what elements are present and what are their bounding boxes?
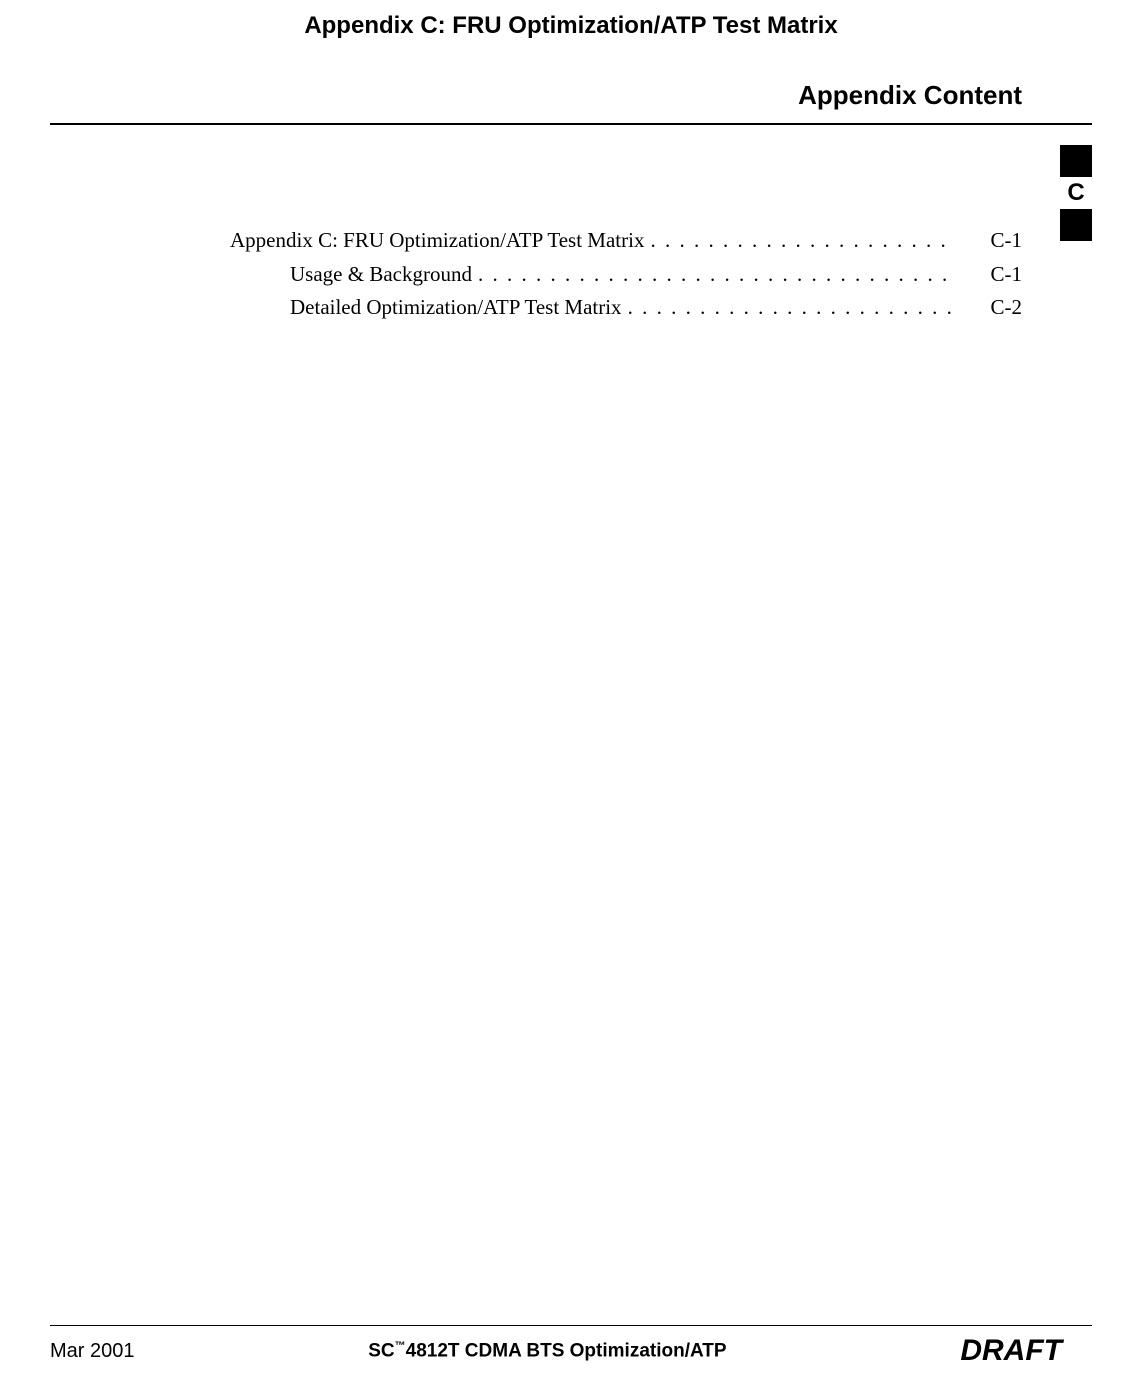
table-of-contents: Appendix C: FRU Optimization/ATP Test Ma… <box>230 225 1022 324</box>
toc-entry: Detailed Optimization/ATP Test Matrix C-… <box>230 292 1022 324</box>
toc-leader <box>472 259 951 291</box>
trademark-symbol: ™ <box>395 1340 406 1352</box>
toc-entry-label: Detailed Optimization/ATP Test Matrix <box>290 292 622 324</box>
draft-watermark: DRAFT <box>960 1334 1092 1368</box>
footer-row: Mar 2001 SC™4812T CDMA BTS Optimization/… <box>50 1334 1092 1368</box>
footer-date: Mar 2001 <box>50 1340 135 1363</box>
toc-entry-label: Usage & Background <box>290 259 472 291</box>
side-tab-letter: C <box>1060 177 1092 209</box>
page-title: Appendix C: FRU Optimization/ATP Test Ma… <box>0 0 1142 80</box>
section-header: Appendix Content <box>0 80 1142 123</box>
toc-entry-label: Appendix C: FRU Optimization/ATP Test Ma… <box>230 225 644 257</box>
toc-entry: Appendix C: FRU Optimization/ATP Test Ma… <box>230 225 1022 257</box>
toc-entry-page: C-2 <box>951 292 1023 324</box>
toc-entry: Usage & Background C-1 <box>230 259 1022 291</box>
side-tab-block-top <box>1060 145 1092 177</box>
page-footer: Mar 2001 SC™4812T CDMA BTS Optimization/… <box>50 1325 1092 1368</box>
toc-entry-page: C-1 <box>951 225 1023 257</box>
toc-entry-page: C-1 <box>951 259 1023 291</box>
toc-leader <box>644 225 950 257</box>
side-tab-block-bottom <box>1060 209 1092 241</box>
footer-divider <box>50 1325 1092 1326</box>
toc-leader <box>622 292 951 324</box>
footer-center-prefix: SC <box>368 1340 394 1361</box>
side-tab: C <box>1060 145 1092 241</box>
footer-center-suffix: 4812T CDMA BTS Optimization/ATP <box>406 1340 727 1361</box>
header-divider <box>50 123 1092 125</box>
footer-doc-title: SC™4812T CDMA BTS Optimization/ATP <box>135 1340 961 1362</box>
